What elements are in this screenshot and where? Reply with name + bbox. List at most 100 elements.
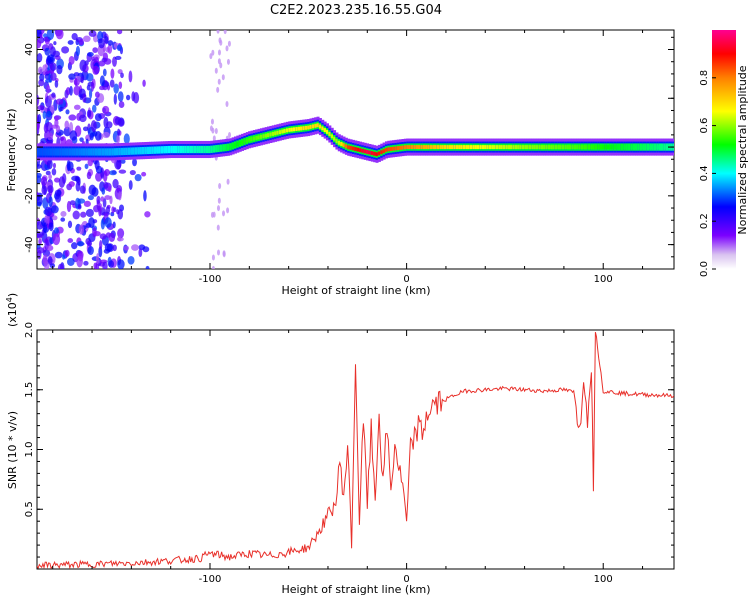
heatmap-cell xyxy=(222,145,226,150)
heatmap-cell xyxy=(98,38,105,49)
heatmap-cell xyxy=(59,149,63,154)
heatmap-cell xyxy=(71,149,75,154)
heatmap-cell xyxy=(56,98,64,105)
snr-x-label: Height of straight line (km) xyxy=(281,583,430,596)
heatmap-cell xyxy=(78,149,82,154)
heatmap-cell xyxy=(101,149,105,154)
heatmap-cell xyxy=(117,236,122,242)
heatmap-cell xyxy=(623,145,627,150)
heatmap-cell xyxy=(462,145,466,150)
heatmap-cell xyxy=(99,75,105,87)
heatmap-cell xyxy=(211,49,215,56)
heatmap-cell xyxy=(68,181,75,187)
heatmap-cell xyxy=(233,143,237,147)
heatmap-cell xyxy=(309,125,313,129)
heatmap-cell xyxy=(519,145,523,150)
heatmap-cell xyxy=(340,141,344,146)
heatmap-cell xyxy=(160,147,164,152)
heatmap-cell xyxy=(418,145,421,150)
heatmap-cell xyxy=(82,35,91,43)
heatmap-cell xyxy=(476,145,480,150)
heatmap-cell xyxy=(642,145,646,150)
heatmap-cell xyxy=(300,126,304,131)
heatmap-cell xyxy=(100,196,105,202)
heatmap-cell xyxy=(75,181,81,192)
heatmap-cell xyxy=(37,194,43,206)
heatmap-cell xyxy=(602,145,606,150)
heatmap-cell xyxy=(222,210,226,217)
heatmap-cell xyxy=(105,206,111,214)
heatmap-cell xyxy=(102,261,108,269)
heatmap-cell xyxy=(67,238,74,244)
heatmap-cell xyxy=(37,94,40,107)
heatmap-cell xyxy=(117,128,121,136)
snr-series-line xyxy=(37,331,674,569)
heatmap-cell xyxy=(91,104,97,113)
heatmap-cell xyxy=(107,44,113,54)
heatmap-cell xyxy=(68,149,72,154)
heatmap-cell xyxy=(127,149,131,154)
heatmap-cell xyxy=(68,114,77,121)
heatmap-cell xyxy=(392,146,396,151)
heatmap-cell xyxy=(38,66,43,75)
heatmap-cell xyxy=(455,145,459,150)
heatmap-cell xyxy=(77,240,84,247)
heatmap-cell xyxy=(109,170,117,176)
heatmap-cell xyxy=(117,118,125,127)
heatmap-cell xyxy=(167,147,171,152)
heatmap-cell xyxy=(46,110,52,118)
heatmap-cell xyxy=(69,200,76,206)
heatmap-cell xyxy=(203,147,207,152)
heatmap-cell xyxy=(95,172,103,182)
heatmap-cell xyxy=(316,123,320,128)
heatmap-cell xyxy=(86,171,92,180)
heatmap-cell xyxy=(217,49,221,56)
heatmap-cell xyxy=(56,64,63,75)
heatmap-cell xyxy=(117,209,124,220)
heatmap-cell xyxy=(665,145,669,150)
heatmap-cell xyxy=(75,149,79,154)
heatmap-cell xyxy=(65,109,70,115)
x-tick-label: -100 xyxy=(199,574,222,585)
heatmap-cell xyxy=(67,220,73,229)
snr-y-multiplier: (x104) xyxy=(5,293,19,327)
heatmap-cell xyxy=(264,133,268,138)
heatmap-cell xyxy=(48,196,53,208)
heatmap-cell xyxy=(436,145,440,150)
heatmap-cell xyxy=(658,145,662,150)
heatmap-cell xyxy=(104,217,112,228)
heatmap-cell xyxy=(99,233,107,240)
heatmap-cell xyxy=(288,127,292,132)
heatmap-cell xyxy=(510,145,514,150)
heatmap-cell xyxy=(64,149,68,154)
heatmap-cell xyxy=(37,39,42,49)
heatmap-cell xyxy=(627,145,631,150)
heatmap-cell xyxy=(67,161,74,171)
heatmap-cell xyxy=(630,145,634,150)
heatmap-cell xyxy=(599,145,603,150)
heatmap-cell xyxy=(210,147,214,152)
heatmap-cell xyxy=(50,205,59,214)
y-tick-label: 0 xyxy=(24,144,35,150)
heatmap-cell xyxy=(108,232,116,242)
heatmap-cell xyxy=(639,145,643,150)
heatmap-cell xyxy=(216,205,220,212)
heatmap-cell xyxy=(182,147,186,152)
heatmap-cell xyxy=(290,127,294,132)
heatmap-cell xyxy=(394,146,398,151)
heatmap-cell xyxy=(500,145,504,150)
heatmap-cell xyxy=(526,145,530,150)
heatmap-cell xyxy=(451,145,455,150)
heatmap-cell xyxy=(186,147,190,152)
heatmap-cell xyxy=(108,260,115,268)
heatmap-cell xyxy=(38,79,45,87)
heatmap-cell xyxy=(380,150,384,155)
heatmap-cell xyxy=(226,145,230,150)
heatmap-cell xyxy=(465,145,469,150)
y-tick-label: 1.0 xyxy=(24,442,35,458)
heatmap-cell xyxy=(42,254,48,265)
heatmap-cell xyxy=(226,178,230,185)
heatmap-cell xyxy=(52,162,56,169)
heatmap-cell xyxy=(74,77,78,86)
heatmap-cell xyxy=(172,147,176,152)
